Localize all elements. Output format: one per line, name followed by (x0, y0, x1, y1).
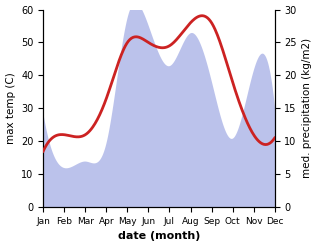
Y-axis label: med. precipitation (kg/m2): med. precipitation (kg/m2) (302, 38, 313, 178)
Y-axis label: max temp (C): max temp (C) (5, 72, 16, 144)
X-axis label: date (month): date (month) (118, 231, 200, 242)
